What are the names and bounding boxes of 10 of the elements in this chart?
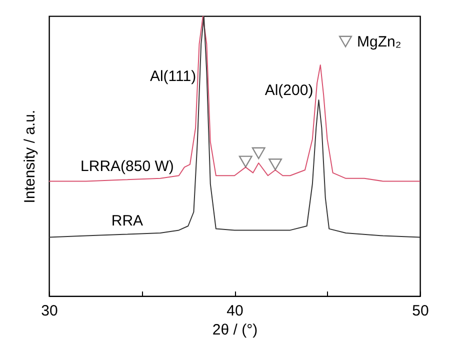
legend-label: MgZn₂: [357, 34, 402, 50]
annotation: Al(200): [264, 82, 314, 99]
x-tick-label: 50: [412, 302, 429, 320]
x-tick-label: 40: [226, 302, 244, 320]
annotation: Al(111): [150, 68, 196, 85]
x-axis-title: 2θ / (°): [212, 322, 258, 338]
series-label: LRRA(850 W): [80, 158, 174, 175]
y-axis-title: Intensity / a.u.: [22, 110, 38, 204]
series-label: RRA: [111, 212, 144, 230]
x-tick-label: 30: [41, 302, 58, 320]
